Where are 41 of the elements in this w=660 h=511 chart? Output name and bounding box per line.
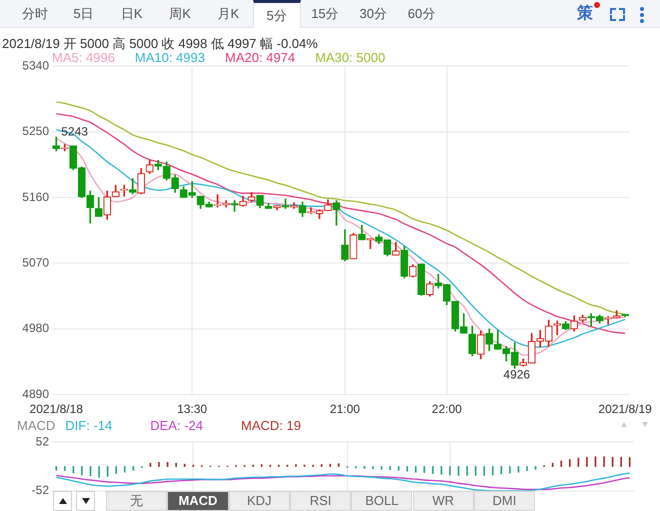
tab: DMI [474, 491, 536, 511]
tab: KDJ [228, 491, 290, 511]
x-tick-label: 21:00 [330, 402, 360, 416]
text: DIF: -14 [65, 418, 112, 433]
text: MACD: 19 [241, 418, 301, 433]
y-tick-label: -52 [32, 483, 50, 498]
y-tick-label: 52 [36, 434, 50, 449]
x-tick-label: 22:00 [432, 402, 462, 416]
text: 分时 [22, 6, 48, 21]
text: 周K [169, 6, 191, 21]
tab: WR [412, 491, 474, 511]
y-tick-label: 5070 [22, 256, 50, 270]
tab: 无 [106, 491, 168, 511]
x-tick-label: 2021/8/18 [30, 402, 84, 416]
x-tick-label: 2021/8/19 [598, 402, 652, 416]
y-tick-label: 4890 [22, 386, 50, 401]
text: 30分 [360, 6, 387, 21]
text: 60分 [408, 6, 436, 21]
text: 日K [120, 6, 143, 21]
text: DEA: -24 [150, 418, 203, 433]
x-tick-label: 13:30 [177, 402, 208, 416]
text: MA5: 4996 [52, 50, 115, 65]
annotation: 4926 [503, 368, 530, 382]
y-tick-label: 5340 [22, 58, 50, 73]
y-tick-label: 4980 [22, 321, 50, 336]
chart-title: MACD [17, 418, 56, 433]
tab: 5分 [252, 0, 301, 28]
text: 15分 [311, 6, 339, 21]
tab: MACD [167, 491, 229, 511]
text: 策 [577, 5, 593, 22]
text: 5日 [73, 6, 94, 21]
y-tick-label: 5160 [22, 190, 50, 204]
text: MA30: 5000 [315, 50, 386, 65]
chart-subtitle: 2021/8/19 开 5000 高 5000 收 4998 低 4997 幅 -0.04% [2, 36, 318, 51]
tab: BOLL [351, 491, 412, 511]
text: MA20: 4974 [224, 50, 296, 65]
text: MA10: 4993 [134, 50, 205, 65]
text: 月K [218, 6, 240, 21]
y-tick-label: 5250 [22, 124, 50, 138]
tab: RSI [290, 491, 352, 511]
annotation: 5243 [61, 124, 88, 138]
